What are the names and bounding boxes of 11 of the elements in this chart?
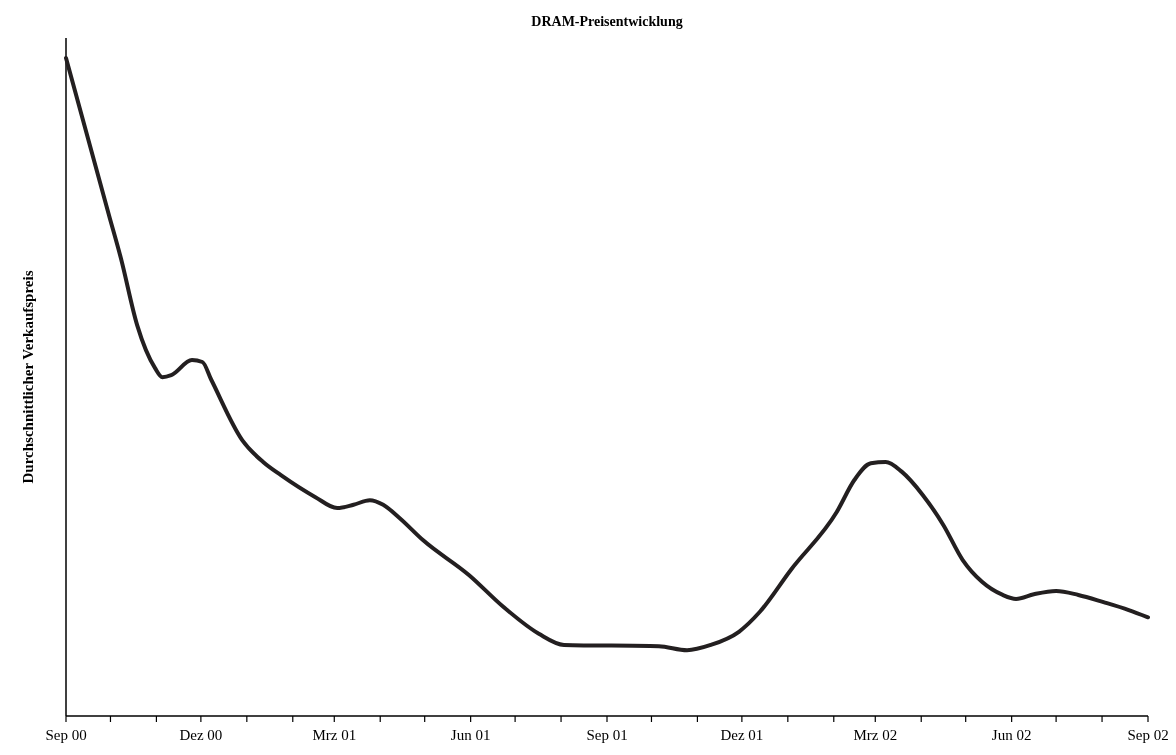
- x-tick-label: Mrz 02: [853, 727, 898, 743]
- x-tick-label: Sep 02: [1127, 727, 1169, 743]
- x-tick-label: Sep 01: [586, 727, 628, 743]
- y-axis-title: Durchschnittlicher Verkaufspreis: [20, 270, 36, 484]
- x-tick-label: Mrz 01: [312, 727, 357, 743]
- x-tick-label: Dez 01: [720, 727, 764, 743]
- chart-title: DRAM-Preisentwicklung: [531, 14, 683, 29]
- x-tick-label: Dez 00: [179, 727, 223, 743]
- x-tick-label: Jun 01: [450, 727, 491, 743]
- x-tick-label: Jun 02: [991, 727, 1032, 743]
- x-tick-label: Sep 00: [45, 727, 87, 743]
